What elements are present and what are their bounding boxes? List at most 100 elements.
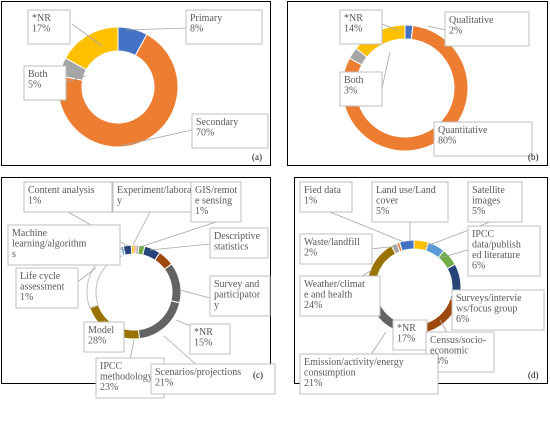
label-line: 21%	[155, 378, 173, 389]
leader-line	[65, 75, 87, 83]
panel-tag-a: (a)	[252, 152, 262, 162]
label-line: economic	[430, 346, 469, 357]
leader-line	[119, 129, 193, 147]
label-line: s	[12, 249, 16, 260]
donut-slice	[130, 244, 135, 255]
label-line: y	[117, 196, 122, 207]
label-line: 6%	[472, 261, 485, 272]
label-line: 5%	[28, 80, 41, 91]
leader-line	[427, 25, 446, 31]
label-line: Scenarios/projections	[155, 367, 241, 378]
leader-line	[381, 23, 399, 31]
label-line: Content analysis	[28, 185, 94, 196]
label-line: Quantitative	[438, 125, 488, 136]
label-line: 80%	[438, 136, 456, 147]
label-line: 17%	[397, 334, 415, 345]
label-line: statistics	[214, 242, 249, 253]
label-line: e and health	[304, 290, 352, 301]
label-line: Weather/climat	[304, 279, 365, 290]
label-line: 21%	[304, 378, 322, 389]
label-line: Descriptive	[214, 231, 261, 242]
label-line: Waste/landfill	[304, 237, 360, 248]
label-line: Secondary	[196, 117, 238, 128]
donut-slice	[341, 24, 469, 152]
leader-line	[125, 27, 187, 31]
label-line: Satellite	[472, 185, 505, 196]
label-line: 70%	[196, 128, 214, 139]
leader-line	[71, 23, 103, 47]
label-line: Land use/Land	[376, 185, 436, 196]
label-line: y	[214, 300, 219, 311]
label-line: participator	[214, 290, 261, 301]
panel-tag-b: (b)	[528, 152, 539, 162]
label-line: Model	[88, 325, 114, 336]
label-line: 5%	[472, 206, 485, 217]
label-line: 14%	[344, 24, 362, 35]
label-line: 13%	[430, 356, 448, 367]
leader-line	[329, 211, 405, 243]
label-line: Machine	[12, 228, 48, 239]
donut-slice	[122, 244, 133, 256]
label-line: Life cycle	[20, 271, 61, 282]
label-line: 1%	[20, 292, 33, 303]
label-line: 5%	[376, 206, 389, 217]
label-line: consumption	[304, 368, 356, 379]
label-line: 1%	[304, 196, 317, 207]
label-line: assessment	[20, 282, 65, 293]
leader-line	[139, 221, 217, 248]
donut-0	[57, 26, 179, 148]
label-line: 17%	[32, 24, 50, 35]
leader-line	[129, 339, 135, 361]
label-line: IPCC	[100, 361, 123, 372]
label-line: 24%	[304, 300, 322, 311]
label-line: Survey and	[214, 279, 259, 290]
label-line: Surveys/intervie	[456, 293, 522, 304]
label-line: GIS/remot	[195, 185, 237, 196]
label-line: Census/socio-	[430, 335, 486, 346]
label-line: *NR	[194, 327, 213, 338]
label-line: Emission/activity/energy	[304, 357, 404, 368]
panel-tag-c: (c)	[253, 370, 263, 380]
donut-slice	[64, 26, 119, 71]
label-line: ws/focus group	[456, 304, 517, 315]
leader-line	[163, 335, 201, 369]
leader-line	[381, 51, 391, 89]
leader-line	[179, 289, 211, 299]
label-line: 28%	[88, 336, 106, 347]
label-line: e sensing	[195, 196, 232, 207]
label-line: Primary	[190, 13, 222, 24]
leader-line	[132, 211, 151, 246]
label-line: Both	[28, 69, 47, 80]
label-line: 8%	[190, 24, 203, 35]
label-line: Both	[344, 75, 363, 86]
label-line: Fied data	[304, 185, 341, 196]
label-line: Qualitative	[449, 15, 494, 26]
label-line: IPCC	[472, 229, 495, 240]
leader-line	[439, 249, 469, 259]
